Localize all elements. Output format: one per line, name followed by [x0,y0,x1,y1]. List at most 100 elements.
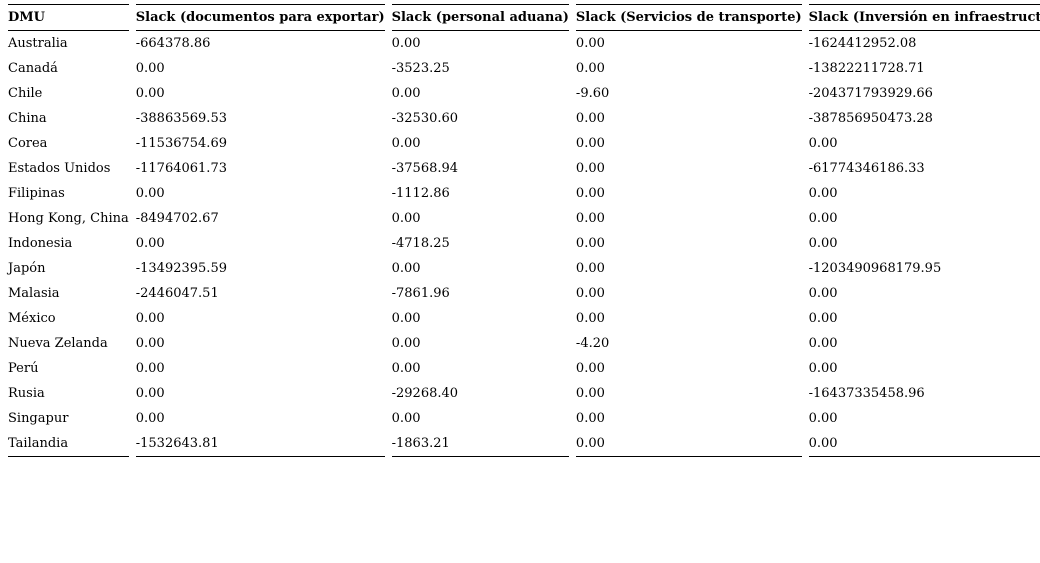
table-row: China -38863569.53 -32530.60 0.00 -38785… [8,106,1040,131]
dmu-cell: Nueva Zelanda [8,336,108,351]
dmu-cell: Hong Kong, China [8,211,129,226]
slack-documentos-cell: -664378.86 [135,36,211,51]
slack-documentos-cell: 0.00 [135,361,165,376]
slack-documentos-cell: -11764061.73 [135,161,227,176]
column-header-servicios-de-transporte: Slack (Servicios de transporte) [575,4,802,31]
slack-personal-aduana-cell: -4718.25 [391,236,450,251]
slack-documentos-cell: 0.00 [135,336,165,351]
slack-personal-aduana-cell: -7861.96 [391,286,450,301]
slack-servicios-transporte-cell: 0.00 [575,186,605,201]
slack-inversion-infraestructura-cell: -387856950473.28 [808,111,933,126]
slack-personal-aduana-cell: 0.00 [391,336,421,351]
slack-documentos-cell: -8494702.67 [135,211,219,226]
table-row: Indonesia 0.00 -4718.25 0.00 0.00 [8,231,1040,256]
table-row: Filipinas 0.00 -1112.86 0.00 0.00 [8,181,1040,206]
slack-servicios-transporte-cell: 0.00 [575,311,605,326]
slack-inversion-infraestructura-cell: 0.00 [808,186,838,201]
slack-personal-aduana-cell: -37568.94 [391,161,459,176]
slack-servicios-transporte-cell: 0.00 [575,411,605,426]
table-row: Corea -11536754.69 0.00 0.00 0.00 [8,131,1040,156]
slack-servicios-transporte-cell: 0.00 [575,386,605,401]
table-row: Australia -664378.86 0.00 0.00 -16244129… [8,31,1040,56]
slack-inversion-infraestructura-cell: -1624412952.08 [808,36,917,51]
slack-servicios-transporte-cell: -4.20 [575,336,610,351]
dmu-cell: Malasia [8,286,60,301]
dmu-cell: Tailandia [8,431,129,457]
slack-servicios-transporte-cell: 0.00 [575,261,605,276]
slack-servicios-transporte-cell: 0.00 [575,61,605,76]
slack-inversion-infraestructura-cell: -16437335458.96 [808,386,925,401]
slack-results-table: DMU Slack (documentos para exportar) Sla… [1,4,1040,457]
slack-personal-aduana-cell: 0.00 [391,261,421,276]
dmu-cell: Japón [8,261,46,276]
column-header-inversion-en-infraestructura: Slack (Inversión en infraestructura) [808,4,1040,31]
column-header-dmu: DMU [8,4,129,31]
slack-servicios-transporte-cell: 0.00 [575,136,605,151]
slack-servicios-transporte-cell: 0.00 [575,236,605,251]
table-row: Tailandia -1532643.81 -1863.21 0.00 0.00 [8,431,1040,457]
slack-inversion-infraestructura-cell: -13822211728.71 [808,61,925,76]
slack-personal-aduana-cell: -29268.40 [391,386,459,401]
dmu-cell: China [8,111,47,126]
dmu-cell: Indonesia [8,236,73,251]
slack-documentos-cell: -11536754.69 [135,136,227,151]
slack-inversion-infraestructura-cell: 0.00 [808,361,838,376]
slack-personal-aduana-cell: -32530.60 [391,111,459,126]
slack-servicios-transporte-cell: 0.00 [575,111,605,126]
slack-personal-aduana-cell: 0.00 [391,361,421,376]
slack-documentos-cell: 0.00 [135,186,165,201]
slack-inversion-infraestructura-cell: 0.00 [808,411,838,426]
slack-servicios-transporte-cell: -9.60 [575,86,610,101]
slack-inversion-infraestructura-cell: 0.00 [808,136,838,151]
slack-personal-aduana-cell: 0.00 [391,211,421,226]
dmu-cell: Chile [8,86,43,101]
slack-documentos-cell: -38863569.53 [135,111,227,126]
slack-documentos-cell: 0.00 [135,236,165,251]
slack-documentos-cell: 0.00 [135,61,165,76]
dmu-cell: Canadá [8,61,58,76]
slack-personal-aduana-cell: 0.00 [391,136,421,151]
dmu-cell: Australia [8,36,68,51]
slack-documentos-cell: 0.00 [135,386,165,401]
dmu-cell: Perú [8,361,39,376]
slack-documentos-cell: 0.00 [135,311,165,326]
table-row: Malasia -2446047.51 -7861.96 0.00 0.00 [8,281,1040,306]
slack-personal-aduana-cell: 0.00 [391,411,421,426]
slack-personal-aduana-cell: 0.00 [391,311,421,326]
slack-inversion-infraestructura-cell: -1203490968179.95 [808,261,942,276]
slack-inversion-infraestructura-cell: -61774346186.33 [808,161,925,176]
column-header-documentos-para-exportar: Slack (documentos para exportar) [135,4,385,31]
table-row: Rusia 0.00 -29268.40 0.00 -16437335458.9… [8,381,1040,406]
table-row: Nueva Zelanda 0.00 0.00 -4.20 0.00 [8,331,1040,356]
slack-personal-aduana-cell: 0.00 [391,36,421,51]
slack-documentos-cell: -13492395.59 [135,261,227,276]
slack-documentos-cell: 0.00 [135,411,165,426]
table-row: Singapur 0.00 0.00 0.00 0.00 [8,406,1040,431]
table-header-row: DMU Slack (documentos para exportar) Sla… [8,4,1040,31]
dmu-cell: Filipinas [8,186,65,201]
slack-documentos-cell: 0.00 [135,86,165,101]
slack-servicios-transporte-cell: 0.00 [575,361,605,376]
dmu-cell: Estados Unidos [8,161,111,176]
slack-servicios-transporte-cell: 0.00 [575,36,605,51]
table-row: Canadá 0.00 -3523.25 0.00 -13822211728.7… [8,56,1040,81]
slack-inversion-infraestructura-cell: 0.00 [808,286,838,301]
table-row: Hong Kong, China -8494702.67 0.00 0.00 0… [8,206,1040,231]
slack-inversion-infraestructura-cell: 0.00 [808,236,838,251]
dmu-cell: Rusia [8,386,45,401]
slack-personal-aduana-cell: -3523.25 [391,61,450,76]
slack-inversion-infraestructura-cell: 0.00 [808,431,1040,457]
dmu-cell: Corea [8,136,48,151]
slack-servicios-transporte-cell: 0.00 [575,431,802,457]
table-row: Japón -13492395.59 0.00 0.00 -1203490968… [8,256,1040,281]
table-row: Chile 0.00 0.00 -9.60 -204371793929.66 [8,81,1040,106]
slack-servicios-transporte-cell: 0.00 [575,211,605,226]
table-row: México 0.00 0.00 0.00 0.00 [8,306,1040,331]
slack-servicios-transporte-cell: 0.00 [575,161,605,176]
slack-documentos-cell: -1532643.81 [135,431,385,457]
slack-personal-aduana-cell: 0.00 [391,86,421,101]
slack-documentos-cell: -2446047.51 [135,286,219,301]
dmu-cell: Singapur [8,411,69,426]
slack-inversion-infraestructura-cell: 0.00 [808,211,838,226]
